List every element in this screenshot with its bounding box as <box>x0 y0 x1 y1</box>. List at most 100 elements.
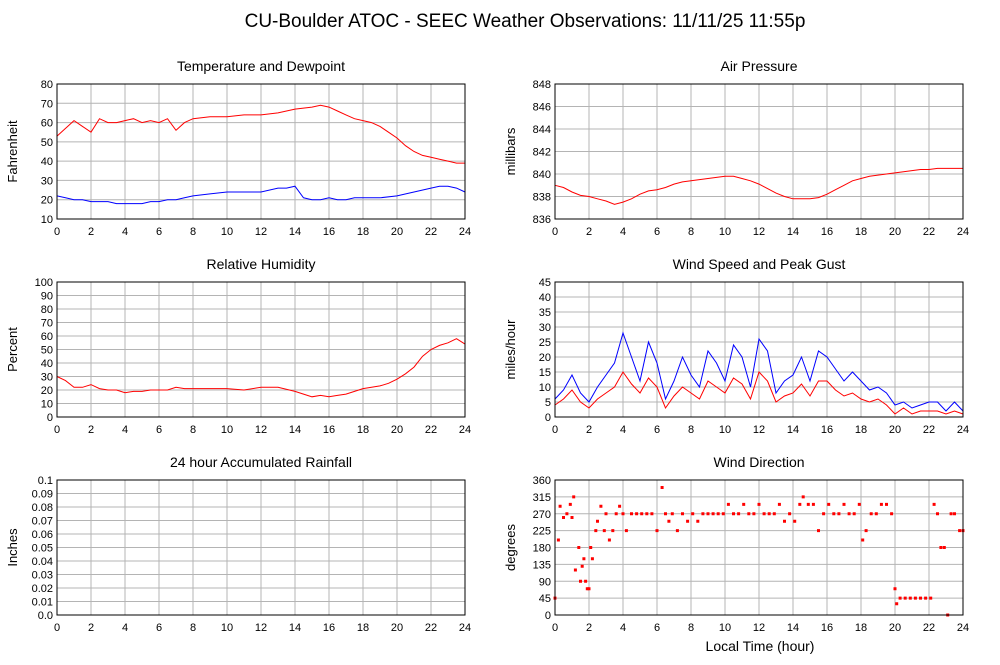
pressure-title: Air Pressure <box>720 58 797 74</box>
direction-x-tick: 2 <box>586 622 592 634</box>
humidity-x-tick: 20 <box>391 424 403 436</box>
direction-point <box>777 502 781 506</box>
direction-point <box>635 512 639 516</box>
pressure-x-tick: 14 <box>787 226 799 238</box>
direction-point <box>670 512 674 516</box>
direction-point <box>936 512 939 516</box>
direction-x-tick: 8 <box>688 622 694 634</box>
temperature-x-tick: 0 <box>54 226 60 238</box>
direction-point <box>599 504 603 508</box>
pressure-x-tick: 18 <box>855 226 867 238</box>
direction-y-tick: 90 <box>539 576 551 588</box>
humidity-y-tick: 30 <box>41 372 53 384</box>
direction-point <box>716 512 720 516</box>
direction-point <box>681 512 684 516</box>
direction-point <box>898 596 902 600</box>
rainfall-y-tick: 0.09 <box>32 489 53 501</box>
direction-point <box>686 519 690 523</box>
direction-point <box>788 512 792 516</box>
humidity-y-label: Percent <box>5 327 20 372</box>
direction-point <box>572 495 576 499</box>
direction-point <box>864 529 868 533</box>
rainfall-y-tick: 0.03 <box>32 570 53 582</box>
direction-point <box>762 512 766 516</box>
rainfall-title: 24 hour Accumulated Rainfall <box>170 454 352 470</box>
direction-point <box>939 546 943 549</box>
direction-y-tick: 180 <box>533 543 551 555</box>
wind-title: Wind Speed and Peak Gust <box>673 256 846 272</box>
direction-point <box>691 512 695 516</box>
temperature-plot-frame <box>56 83 466 220</box>
direction-point <box>929 596 933 600</box>
direction-point <box>832 512 836 516</box>
temperature-y-tick: 70 <box>41 98 53 110</box>
wind-plot-frame <box>554 281 964 418</box>
direction-point <box>562 516 565 519</box>
humidity-x-tick: 2 <box>88 424 94 436</box>
pressure-x-tick: 4 <box>620 226 626 238</box>
direction-point <box>949 512 953 516</box>
temperature-x-tick: 18 <box>357 226 369 238</box>
direction-point <box>811 502 815 506</box>
pressure-y-tick: 848 <box>533 79 551 91</box>
direction-x-tick: 14 <box>787 622 799 634</box>
wind-x-tick: 12 <box>753 424 765 436</box>
direction-point <box>953 512 956 516</box>
direction-point <box>861 538 865 542</box>
humidity-x-tick: 4 <box>122 424 128 436</box>
direction-point <box>726 502 730 506</box>
direction-point <box>837 512 841 516</box>
direction-point <box>589 546 593 549</box>
humidity-x-tick: 16 <box>323 424 335 436</box>
humidity-series-0-line <box>56 338 466 398</box>
temperature-series-1-line <box>56 185 466 205</box>
wind-x-tick: 10 <box>719 424 731 436</box>
direction-point <box>879 502 883 506</box>
temperature-x-tick: 12 <box>255 226 267 238</box>
humidity-x-tick: 6 <box>156 424 162 436</box>
direction-point <box>696 519 700 523</box>
temperature-x-tick: 10 <box>221 226 233 238</box>
direction-point <box>747 512 751 516</box>
direction-point <box>614 512 618 516</box>
wind-x-tick: 0 <box>552 424 558 436</box>
direction-point <box>650 512 654 516</box>
rainfall-y-tick: 0.07 <box>32 516 53 528</box>
direction-point <box>817 529 820 533</box>
direction-point <box>767 512 771 516</box>
wind-y-tick: 0 <box>545 412 551 424</box>
pressure-y-tick: 846 <box>533 102 551 114</box>
humidity-y-tick: 0 <box>47 412 53 424</box>
humidity-y-tick: 90 <box>41 291 53 303</box>
direction-x-tick: 0 <box>552 622 558 634</box>
direction-point <box>874 512 878 516</box>
rainfall-x-tick: 0 <box>54 622 60 634</box>
wind-y-tick: 15 <box>539 367 551 379</box>
direction-point <box>757 502 761 506</box>
rainfall-y-tick: 0.08 <box>32 502 53 514</box>
direction-point <box>885 502 888 506</box>
temperature-y-tick: 30 <box>41 175 53 187</box>
wind-x-tick: 2 <box>586 424 592 436</box>
x-axis-title: Local Time (hour) <box>706 638 815 654</box>
wind-x-tick: 16 <box>821 424 833 436</box>
wind-y-tick: 35 <box>539 307 551 319</box>
direction-y-tick: 315 <box>533 492 551 504</box>
direction-point <box>675 529 679 533</box>
temperature-y-tick: 60 <box>41 118 53 130</box>
temperature-x-tick: 14 <box>289 226 301 238</box>
pressure-y-tick: 836 <box>533 214 551 226</box>
rainfall-y-tick: 0.0 <box>38 610 53 622</box>
direction-point <box>655 529 659 533</box>
temperature-y-tick: 50 <box>41 137 53 149</box>
direction-point <box>772 512 776 516</box>
direction-x-tick: 10 <box>719 622 731 634</box>
temperature-y-tick: 80 <box>41 79 53 91</box>
pressure-x-tick: 6 <box>654 226 660 238</box>
direction-point <box>798 502 802 506</box>
humidity-x-tick: 22 <box>425 424 437 436</box>
humidity-y-tick: 50 <box>41 345 53 357</box>
rainfall-y-tick: 0.06 <box>32 529 53 541</box>
temperature-x-tick: 22 <box>425 226 437 238</box>
